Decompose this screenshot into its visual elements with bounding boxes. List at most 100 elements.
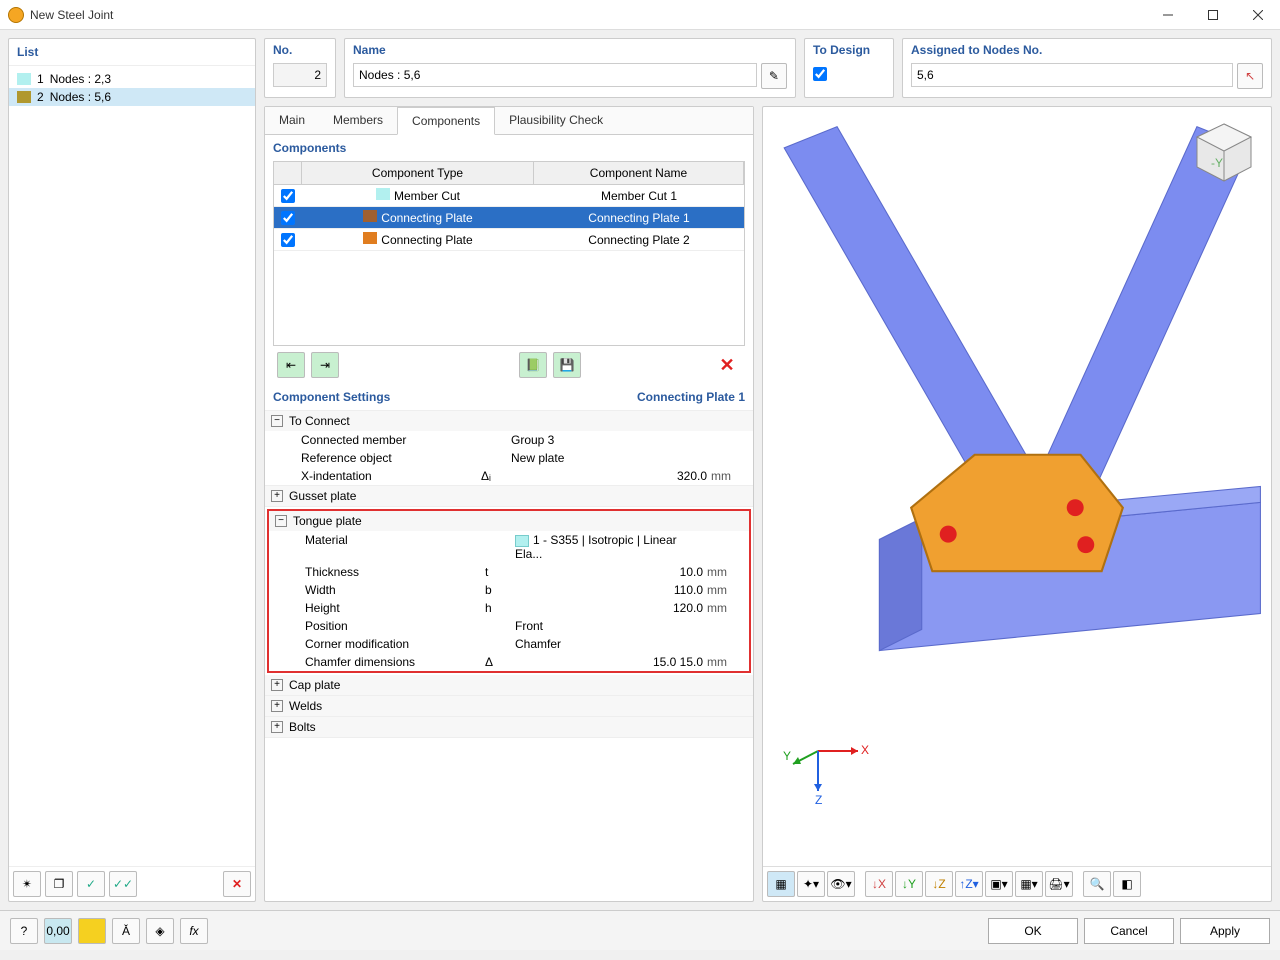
fx-icon[interactable]: fx [180, 918, 208, 944]
view-iso-icon[interactable]: ↑Z▾ [955, 871, 983, 897]
delete-icon[interactable]: ✕ [223, 871, 251, 897]
name-panel: Name ✎ [344, 38, 796, 98]
prop-row[interactable]: PositionFront [269, 617, 749, 635]
group-cap-plate[interactable]: +Cap plate [265, 675, 753, 695]
save-comp-icon[interactable]: 💾 [553, 352, 581, 378]
zoom-fit-icon[interactable]: 🔍 [1083, 871, 1111, 897]
assigned-label: Assigned to Nodes No. [911, 43, 1263, 57]
todesign-label: To Design [813, 43, 885, 57]
expand-icon[interactable]: + [271, 679, 283, 691]
list-item[interactable]: 2 Nodes : 5,6 [9, 88, 255, 106]
select-icon[interactable]: ▦ [767, 871, 795, 897]
components-toolbar: ⇤ ⇥ 📗 💾 ✕ [273, 346, 745, 384]
library-icon[interactable]: 📗 [519, 352, 547, 378]
tab-components[interactable]: Components [397, 107, 495, 135]
list-item-label: Nodes : 5,6 [50, 90, 111, 104]
render-icon[interactable]: ▣▾ [985, 871, 1013, 897]
settings-header: Component Settings Connecting Plate 1 [265, 384, 753, 410]
group-welds[interactable]: +Welds [265, 696, 753, 716]
new-icon[interactable]: ✴ [13, 871, 41, 897]
view-y-icon[interactable]: ↓Y [895, 871, 923, 897]
prop-row[interactable]: Corner modificationChamfer [269, 635, 749, 653]
expand-icon[interactable]: + [271, 700, 283, 712]
col-name: Component Name [534, 162, 744, 184]
group-tongue-plate[interactable]: − Tongue plate [269, 511, 749, 531]
component-row[interactable]: Connecting Plate Connecting Plate 1 [274, 207, 744, 229]
collapse-icon[interactable]: − [271, 415, 283, 427]
prop-row[interactable]: Heighth120.0mm [269, 599, 749, 617]
delete-comp-icon[interactable]: ✕ [713, 352, 741, 378]
preview-3d[interactable]: -Y X Y Z [763, 107, 1271, 866]
group-bolts[interactable]: +Bolts [265, 717, 753, 737]
copy-icon[interactable]: ❐ [45, 871, 73, 897]
units-icon[interactable]: 0,00 [44, 918, 72, 944]
color-swatch [17, 91, 31, 103]
prop-row[interactable]: Thicknesst10.0mm [269, 563, 749, 581]
minimize-button[interactable] [1145, 0, 1190, 30]
view-z-icon[interactable]: ↓Z [925, 871, 953, 897]
no-input[interactable] [273, 63, 327, 87]
window-title: New Steel Joint [30, 8, 1145, 22]
print-icon[interactable]: 🖨▾ [1045, 871, 1073, 897]
prop-row[interactable]: Reference objectNew plate [265, 449, 753, 467]
maximize-button[interactable] [1190, 0, 1235, 30]
assigned-input[interactable] [911, 63, 1233, 87]
help-icon[interactable]: ? [10, 918, 38, 944]
component-row[interactable]: Connecting Plate Connecting Plate 2 [274, 229, 744, 251]
color-icon[interactable] [78, 918, 106, 944]
prop-row[interactable]: Chamfer dimensionsΔ15.0 15.0mm [269, 653, 749, 671]
prop-row[interactable]: Material1 - S355 | Isotropic | Linear El… [269, 531, 749, 563]
view-icon[interactable]: 👁▾ [827, 871, 855, 897]
titlebar: New Steel Joint [0, 0, 1280, 30]
row-checkbox[interactable] [281, 233, 295, 247]
move-down-icon[interactable]: ⇥ [311, 352, 339, 378]
footer: ? 0,00 Ǎ ◈ fx OK Cancel Apply [0, 910, 1280, 950]
tab-main[interactable]: Main [265, 107, 319, 134]
window-icon[interactable]: ◧ [1113, 871, 1141, 897]
name-input[interactable] [353, 63, 757, 87]
tab-members[interactable]: Members [319, 107, 397, 134]
shade-icon[interactable]: ▦▾ [1015, 871, 1043, 897]
name-label: Name [353, 43, 787, 57]
settings-target: Connecting Plate 1 [637, 390, 745, 404]
edit-name-icon[interactable]: ✎ [761, 63, 787, 89]
no-label: No. [273, 43, 327, 57]
assigned-panel: Assigned to Nodes No. ↖ [902, 38, 1272, 98]
expand-icon[interactable]: + [271, 490, 283, 502]
app-icon [8, 7, 24, 23]
todesign-checkbox[interactable] [813, 67, 827, 81]
row-checkbox[interactable] [281, 189, 295, 203]
preview-toolbar: ▦ ✦▾ 👁▾ ↓X ↓Y ↓Z ↑Z▾ ▣▾ ▦▾ 🖨▾ 🔍 ◧ [763, 866, 1271, 901]
settings-tree: − To Connect Connected memberGroup 3 Ref… [265, 410, 753, 901]
prop-row[interactable]: Widthb110.0mm [269, 581, 749, 599]
list-item-label: Nodes : 2,3 [50, 72, 111, 86]
ok-button[interactable]: OK [988, 918, 1078, 944]
col-type: Component Type [302, 162, 534, 184]
view-x-icon[interactable]: ↓X [865, 871, 893, 897]
collapse-icon[interactable]: − [275, 515, 287, 527]
list-item-num: 2 [37, 90, 44, 104]
check-icon[interactable]: ✓ [77, 871, 105, 897]
move-up-icon[interactable]: ⇤ [277, 352, 305, 378]
component-row[interactable]: Member Cut Member Cut 1 [274, 185, 744, 207]
expand-icon[interactable]: + [271, 721, 283, 733]
list-header: List [9, 39, 255, 66]
checkall-icon[interactable]: ✓✓ [109, 871, 137, 897]
list-item[interactable]: 1 Nodes : 2,3 [9, 70, 255, 88]
close-button[interactable] [1235, 0, 1280, 30]
prop-row[interactable]: X-indentationΔᵢ320.0mm [265, 467, 753, 485]
text-icon[interactable]: Ǎ [112, 918, 140, 944]
group-to-connect[interactable]: − To Connect [265, 411, 753, 431]
apply-button[interactable]: Apply [1180, 918, 1270, 944]
row-checkbox[interactable] [281, 211, 295, 225]
pick-nodes-icon[interactable]: ↖ [1237, 63, 1263, 89]
layer-icon[interactable]: ◈ [146, 918, 174, 944]
cancel-button[interactable]: Cancel [1084, 918, 1174, 944]
nav-cube-icon[interactable]: -Y [1189, 119, 1259, 189]
group-gusset-plate[interactable]: + Gusset plate [265, 486, 753, 506]
tab-plausibility[interactable]: Plausibility Check [495, 107, 617, 134]
prop-row[interactable]: Connected memberGroup 3 [265, 431, 753, 449]
highlighted-group: − Tongue plate Material1 - S355 | Isotro… [267, 509, 751, 673]
axes-toggle-icon[interactable]: ✦▾ [797, 871, 825, 897]
list-panel: List 1 Nodes : 2,3 2 Nodes : 5,6 ✴ ❐ ✓ ✓… [8, 38, 256, 902]
